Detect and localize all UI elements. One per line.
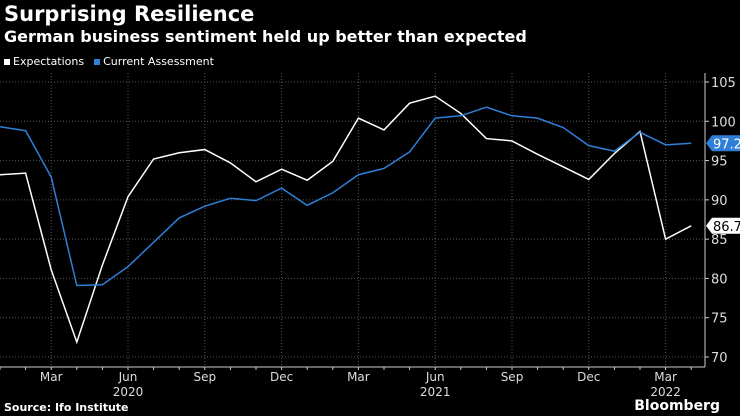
- legend-expectations: Expectations: [4, 55, 84, 68]
- x-tick-label: Jun: [118, 370, 138, 384]
- x-tick-label: Jun: [425, 370, 445, 384]
- y-tick-label: 100: [711, 115, 736, 130]
- x-tick-label: Mar: [654, 370, 677, 384]
- y-tick-label: 75: [711, 312, 728, 327]
- legend-label: Current Assessment: [103, 55, 214, 68]
- x-tick-label: Dec: [577, 370, 600, 384]
- legend-label: Expectations: [13, 55, 85, 68]
- last-value-tag-expectations: [706, 217, 740, 234]
- y-tick-label: 95: [711, 155, 728, 170]
- x-year-label: 2021: [420, 385, 451, 399]
- y-tick-label: 70: [711, 351, 728, 366]
- chart-subtitle: German business sentiment held up better…: [4, 27, 527, 46]
- last-value-label-expectations: 86.7: [713, 220, 740, 235]
- y-tick-label: 90: [711, 194, 728, 209]
- x-tick-label: Dec: [270, 370, 293, 384]
- chart-title: Surprising Resilience: [4, 2, 255, 26]
- series-line-current-assessment: [0, 106, 692, 287]
- x-tick-label: Sep: [193, 370, 216, 384]
- x-year-label: 2020: [113, 385, 144, 399]
- x-year-label: 2022: [650, 385, 681, 399]
- last-value-label-current-assessment: 97.2: [713, 137, 740, 152]
- source-note: Source: Ifo Institute: [4, 401, 129, 414]
- y-tick-label: 105: [711, 76, 736, 91]
- y-tick-label: 85: [711, 233, 728, 248]
- legend: Expectations Current Assessment: [4, 55, 214, 68]
- x-tick-label: Mar: [347, 370, 370, 384]
- bloomberg-logo: Bloomberg: [634, 398, 720, 414]
- series-line-expectations: [0, 95, 692, 345]
- legend-swatch-expectations: [4, 58, 10, 65]
- x-tick-label: Mar: [40, 370, 63, 384]
- last-value-tag-current-assessment: [706, 135, 740, 152]
- x-tick-label: Sep: [501, 370, 524, 384]
- legend-swatch-current: [94, 58, 101, 65]
- legend-current: Current Assessment: [94, 55, 214, 68]
- y-tick-label: 80: [711, 272, 728, 287]
